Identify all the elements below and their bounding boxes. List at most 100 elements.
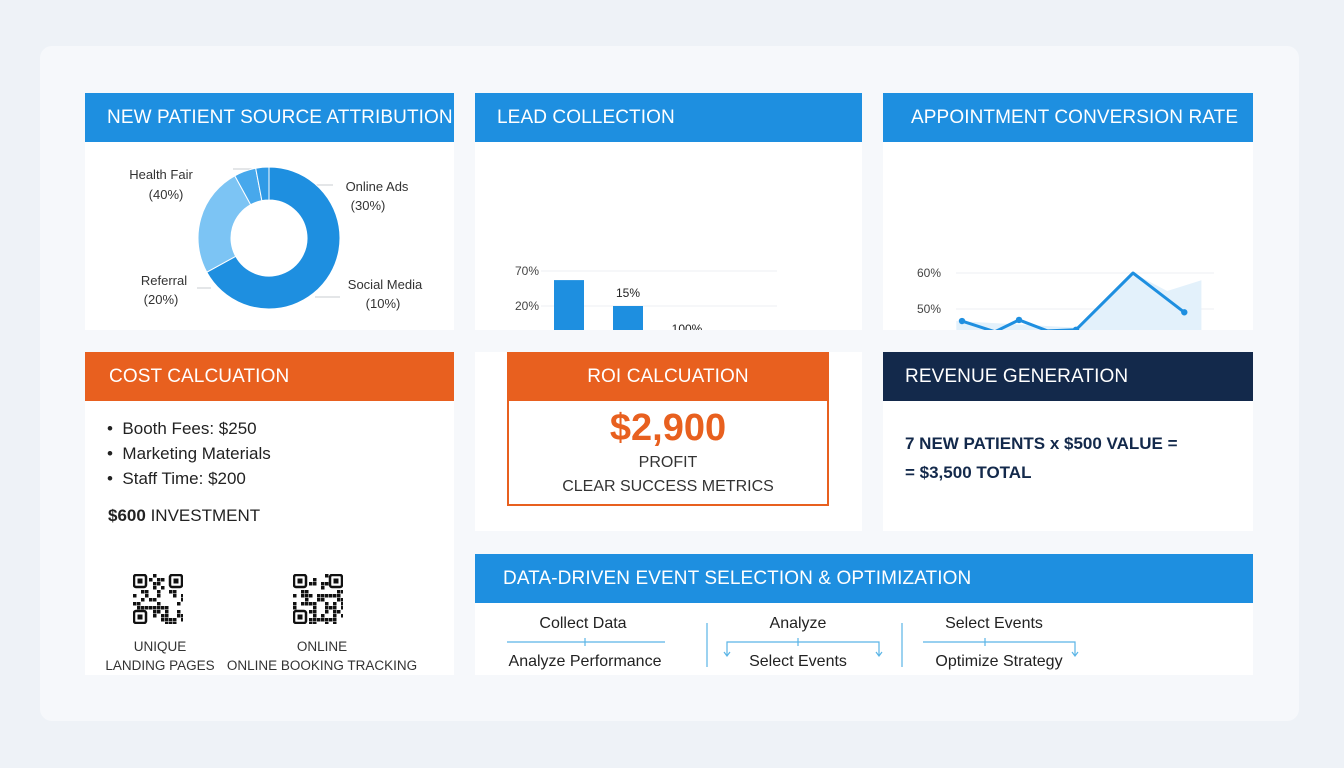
step-analyze: Analyze: [769, 615, 827, 632]
y-tick-label: 60%: [917, 266, 941, 280]
conversion-rate-panel: APPOINTMENT CONVERSION RATE 018%50%60%Ev…: [883, 93, 1253, 330]
source-attribution-panel: NEW PATIENT SOURCE ATTRIBUTION Health Fa…: [85, 93, 454, 330]
qr-module: [165, 610, 169, 614]
qr-module: [157, 610, 161, 614]
qr-module: [145, 590, 149, 594]
label-health-fair: Health Fair: [129, 167, 193, 182]
qr-finder-dot: [297, 578, 303, 584]
label-social-media: Social Media: [348, 277, 423, 292]
qr-module: [317, 598, 321, 602]
qr-module: [157, 590, 161, 594]
investment-total: $600 INVESTMENT: [108, 506, 261, 525]
qr-module: [133, 602, 137, 606]
qr-module: [137, 602, 141, 606]
qr-module: [305, 602, 309, 606]
qr-module: [149, 598, 153, 602]
qr-module: [313, 606, 317, 610]
qr-module: [165, 618, 169, 622]
qr-module: [305, 590, 309, 594]
qr-module: [157, 578, 161, 582]
roi-subtitle: CLEAR SUCCESS METRICS: [562, 478, 774, 495]
qr-module: [313, 618, 317, 622]
qr-module: [181, 618, 185, 622]
cost-item: • Marketing Materials: [107, 444, 271, 463]
qr-module: [141, 598, 145, 602]
roi-label: PROFIT: [638, 454, 698, 471]
qr-module: [153, 606, 157, 610]
pct-referral: (20%): [144, 292, 179, 307]
qr-module: [341, 606, 345, 610]
qr-finder-dot: [333, 578, 339, 584]
qr-module: [309, 622, 313, 626]
line-chart: 018%50%60%Event A25%30%18:C18%: [917, 266, 1214, 330]
qr-module: [309, 582, 313, 586]
qr-module: [173, 622, 177, 626]
qr-module: [177, 602, 181, 606]
donut-slice: [255, 166, 270, 202]
qr-module: [153, 586, 157, 590]
qr-module: [325, 594, 329, 598]
qr-module: [321, 618, 325, 622]
qr-finder-dot: [137, 578, 143, 584]
panel-title: NEW PATIENT SOURCE ATTRIBUTION: [85, 93, 454, 142]
area-fill: [956, 273, 1202, 330]
qr-module: [157, 594, 161, 598]
qr-finder: [168, 573, 184, 589]
qr-module: [329, 618, 333, 622]
qr-module: [309, 618, 313, 622]
step-select-events: Select Events: [749, 653, 847, 670]
qr-module: [173, 618, 177, 622]
pct-online-ads: (30%): [351, 198, 386, 213]
data-point: [958, 317, 966, 325]
qr-module: [309, 594, 313, 598]
revenue-total: = $3,500 TOTAL: [905, 463, 1032, 482]
qr-module: [157, 582, 161, 586]
qr-module: [153, 614, 157, 618]
series-line: [961, 271, 1186, 330]
qr-module: [161, 618, 165, 622]
qr-module: [181, 614, 185, 618]
qr-module: [313, 614, 317, 618]
qr-module: [145, 594, 149, 598]
qr-module: [153, 582, 157, 586]
qr-module: [341, 602, 345, 606]
qr-module: [177, 610, 181, 614]
qr-module: [133, 594, 137, 598]
bar: [554, 280, 584, 330]
qr-module: [149, 578, 153, 582]
qr-module: [325, 574, 329, 578]
panel-title: ROI CALCUATION: [507, 352, 829, 401]
step-analyze-performance: Analyze Performance: [508, 653, 662, 670]
revenue-formula: 7 NEW PATIENTS x $500 VALUE =: [905, 434, 1178, 453]
qr-module: [341, 590, 345, 594]
step-optimize-strategy: Optimize Strategy: [935, 653, 1063, 670]
step-select-events-2: Select Events: [945, 615, 1043, 632]
qr-caption: ONLINE ONLINE BOOKING TRACKING: [226, 639, 418, 673]
data-point: [1181, 309, 1188, 316]
qr-module: [329, 606, 333, 610]
qr-module: [305, 594, 309, 598]
qr-module: [313, 582, 317, 586]
panel-title: APPOINTMENT CONVERSION RATE: [883, 93, 1253, 142]
qr-module: [165, 614, 169, 618]
qr-finder-dot: [137, 614, 143, 620]
qr-module: [313, 610, 317, 614]
qr-module: [161, 606, 165, 610]
qr-module: [325, 618, 329, 622]
y-tick-label: 70%: [515, 264, 539, 278]
pct-health-fair: (40%): [149, 187, 184, 202]
qr-module: [333, 602, 337, 606]
qr-module: [309, 602, 313, 606]
qr-module: [341, 614, 345, 618]
y-tick-label: 20%: [515, 299, 539, 313]
qr-finder: [292, 609, 308, 625]
qr-module: [149, 606, 153, 610]
qr-module: [333, 610, 337, 614]
qr-module: [317, 618, 321, 622]
qr-module: [333, 614, 337, 618]
qr-module: [169, 618, 173, 622]
qr-module: [161, 578, 165, 582]
qr-finder-dot: [173, 578, 179, 584]
panel-title: COST CALCUATION: [85, 352, 454, 401]
qr-module: [333, 622, 337, 626]
